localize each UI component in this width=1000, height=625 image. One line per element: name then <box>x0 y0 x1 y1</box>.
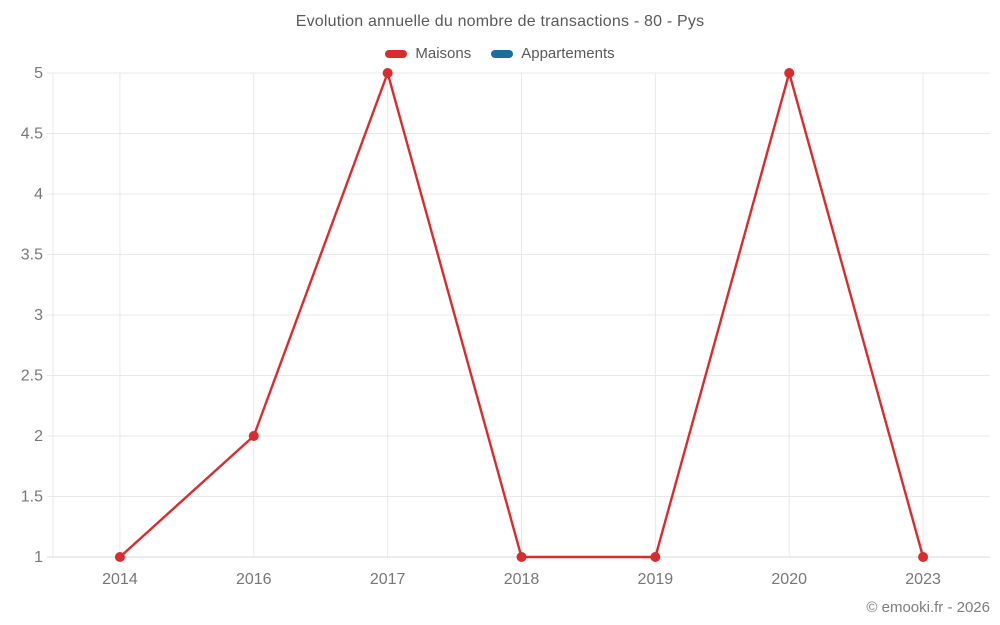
y-tick-label: 3 <box>34 307 43 324</box>
legend-item-appartements[interactable]: Appartements <box>491 45 615 62</box>
y-tick-label: 5 <box>34 65 43 82</box>
y-tick-label: 2.5 <box>21 368 43 385</box>
y-tick-label: 4.5 <box>21 126 43 143</box>
x-tick-label: 2014 <box>102 571 138 588</box>
x-tick-label: 2020 <box>771 571 807 588</box>
chart-legend: Maisons Appartements <box>0 45 1000 62</box>
data-point-maisons-2016[interactable] <box>248 431 259 441</box>
y-tick-label: 2 <box>34 428 43 445</box>
y-tick-label: 1 <box>34 549 43 566</box>
x-tick-label: 2019 <box>638 571 674 588</box>
data-point-maisons-2017[interactable] <box>382 68 393 78</box>
data-point-maisons-2018[interactable] <box>516 552 527 562</box>
x-tick-label: 2018 <box>504 571 540 588</box>
y-tick-label: 1.5 <box>21 489 43 506</box>
data-point-maisons-2014[interactable] <box>114 552 125 562</box>
x-tick-label: 2016 <box>236 571 272 588</box>
data-point-maisons-2020[interactable] <box>784 68 795 78</box>
x-tick-label: 2017 <box>370 571 406 588</box>
watermark: © emooki.fr - 2026 <box>866 599 990 616</box>
data-point-maisons-2019[interactable] <box>650 552 661 562</box>
legend-label: Appartements <box>521 45 615 62</box>
data-point-maisons-2023[interactable] <box>918 552 929 562</box>
legend-item-maisons[interactable]: Maisons <box>385 45 471 62</box>
y-tick-label: 4 <box>34 186 43 203</box>
legend-swatch-appartements <box>491 49 514 58</box>
chart-title: Evolution annuelle du nombre de transact… <box>295 13 705 30</box>
x-tick-label: 2023 <box>905 571 941 588</box>
legend-swatch-maisons <box>385 49 408 58</box>
legend-label: Maisons <box>415 45 472 62</box>
y-tick-label: 3.5 <box>21 247 43 264</box>
